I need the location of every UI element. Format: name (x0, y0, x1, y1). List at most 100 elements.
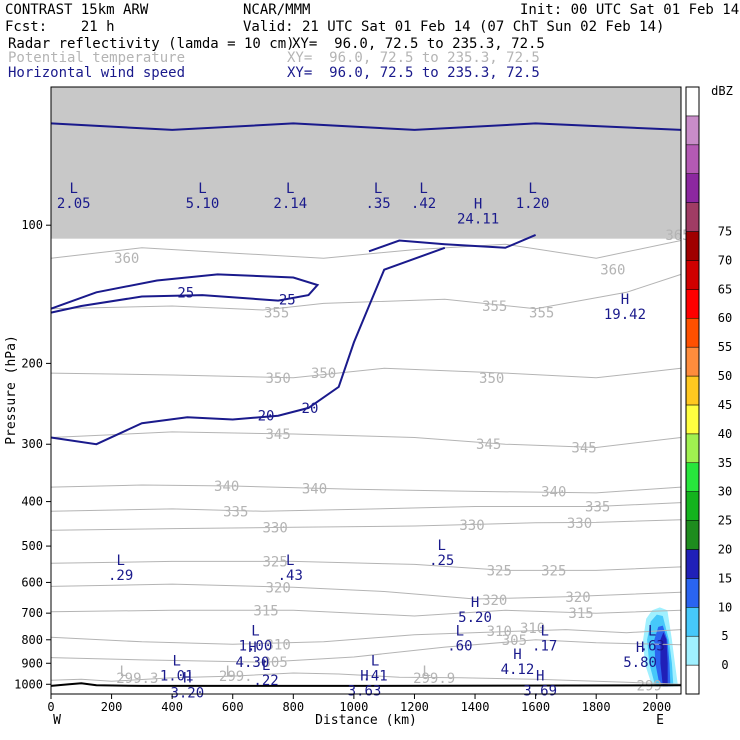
theta-contour-11 (50, 629, 682, 645)
theta-label-34: 299.3 (116, 671, 158, 687)
theta-label-18: 330 (262, 520, 287, 536)
extremum-type: L (262, 658, 270, 674)
colorbar-unit: dBZ (711, 84, 733, 98)
theta-low-marker-3: L (119, 664, 127, 680)
extremum-value: 3.69 (523, 683, 557, 699)
wind-extremum-13: L1.00 (239, 623, 273, 654)
theta-contour-8 (50, 560, 682, 571)
colorbar-label-15: 70 (718, 253, 732, 267)
extremum-value: .41 (362, 669, 387, 685)
wind-extremum-6: H24.11 (457, 197, 499, 228)
extremum-value: .29 (108, 568, 133, 584)
extremum-value: 2.05 (57, 196, 91, 212)
wind-contour-3 (50, 246, 446, 446)
colorbar-segment-4 (685, 578, 700, 608)
wind-extremum-1: L2.05 (57, 181, 91, 212)
colorbar-segment-19 (685, 144, 700, 174)
wind-contour-label-4: 20 (302, 401, 319, 417)
theta-label-17: 335 (585, 500, 610, 516)
colorbar-label-7: 30 (718, 485, 732, 499)
theta-label-27: 315 (253, 603, 278, 619)
colorbar-segment-1 (685, 664, 700, 695)
x-tick-label-11: 2000 (642, 700, 671, 714)
y-tick-label-3: 300 (21, 437, 43, 451)
wind-extremum-16: L.63 (640, 623, 665, 654)
theta-label-7: 350 (266, 371, 291, 387)
extremum-value: 4.12 (501, 662, 535, 678)
x-tick-label-7: 1200 (400, 700, 429, 714)
theta-label-8: 350 (311, 366, 336, 382)
extremum-type: H (636, 640, 644, 656)
upper-theta-band (51, 87, 681, 239)
wind-extremum-4: L.35 (365, 181, 390, 212)
extremum-value: 5.20 (458, 610, 492, 626)
extremum-value: .60 (447, 638, 472, 654)
extremum-value: .25 (429, 553, 454, 569)
colorbar-segment-17 (685, 202, 700, 232)
theta-label-11: 345 (476, 437, 501, 453)
extremum-value: 24.11 (457, 212, 499, 228)
theta-label-5: 355 (529, 306, 554, 322)
theta-contour-7 (50, 519, 682, 531)
extremum-type: H (513, 647, 521, 663)
extremum-value: 1.00 (239, 638, 273, 654)
theta-contour-2 (50, 273, 682, 311)
field-wind-xy: XY= 96.0, 72.5 to 235.3, 72.5 (287, 65, 540, 81)
extremum-type: L (286, 553, 294, 569)
colorbar-segment-12 (685, 346, 700, 377)
y-tick-label-1: 100 (21, 218, 43, 232)
colorbar-label-5: 20 (718, 542, 732, 556)
extremum-value: 3.20 (170, 685, 204, 701)
extremum-type: L (198, 181, 206, 197)
extremum-type: H (471, 595, 479, 611)
extremum-type: L (69, 181, 77, 197)
extremum-type: L (371, 654, 379, 670)
y-tick-label-7: 700 (21, 606, 43, 620)
colorbar-segment-6 (685, 520, 700, 550)
field-theta-xy: XY= 96.0, 72.5 to 235.3, 72.5 (287, 50, 540, 66)
extremum-value: 19.42 (604, 307, 646, 323)
y-tick-label-5: 500 (21, 539, 43, 553)
x-axis-label: Distance (km) (315, 713, 417, 728)
extremum-type: L (528, 181, 536, 197)
extremum-type: H (621, 292, 629, 308)
theta-label-3: 360 (600, 263, 625, 279)
colorbar-segment-8 (685, 462, 700, 492)
wind-extremum-5: L.42 (411, 181, 436, 212)
theta-label-28: 315 (568, 606, 593, 622)
colorbar-segment-16 (685, 231, 700, 261)
theta-low-marker-2: L (422, 664, 430, 680)
wind-extremum-8: H19.42 (604, 292, 646, 323)
model-title: CONTRAST 15km ARW (5, 2, 149, 18)
field-wind-name: Horizontal wind speed (8, 65, 186, 81)
theta-label-1: 360 (114, 251, 139, 267)
colorbar-segment-10 (685, 404, 700, 435)
organization: NCAR/MMM (243, 2, 311, 18)
wind-extremum-2: L5.10 (186, 181, 220, 212)
extremum-value: .22 (253, 673, 278, 689)
x-tick-label-3: 400 (161, 700, 183, 714)
theta-label-21: 325 (262, 554, 287, 570)
y-tick-label-9: 900 (21, 656, 43, 670)
x-tick-label-2: 200 (101, 700, 123, 714)
wind-contour-label-3: 20 (258, 409, 275, 425)
wind-contour-label-2: 25 (279, 292, 296, 308)
theta-contour-4 (50, 431, 682, 449)
extremum-type: L (172, 654, 180, 670)
colorbar-segment-3 (685, 607, 700, 637)
x-tick-label-8: 1400 (461, 700, 490, 714)
wind-extremum-10: L.43 (278, 553, 303, 584)
init-time: Init: 00 UTC Sat 01 Feb 14 (520, 2, 740, 18)
colorbar-label-9: 40 (718, 427, 732, 441)
theta-label-24: 320 (266, 580, 291, 596)
plot-frame (50, 86, 682, 695)
wind-extremum-23: H3.20 (170, 670, 204, 701)
wind-extremum-7: L1.20 (516, 181, 550, 212)
extremum-type: L (374, 181, 382, 197)
theta-label-31: 310 (266, 638, 291, 654)
colorbar-segment-20 (685, 115, 700, 146)
extremum-type: L (286, 181, 294, 197)
colorbar-label-4: 15 (718, 571, 732, 585)
field-reflectivity-name: Radar reflectivity (lamda = 10 cm) (8, 36, 295, 52)
